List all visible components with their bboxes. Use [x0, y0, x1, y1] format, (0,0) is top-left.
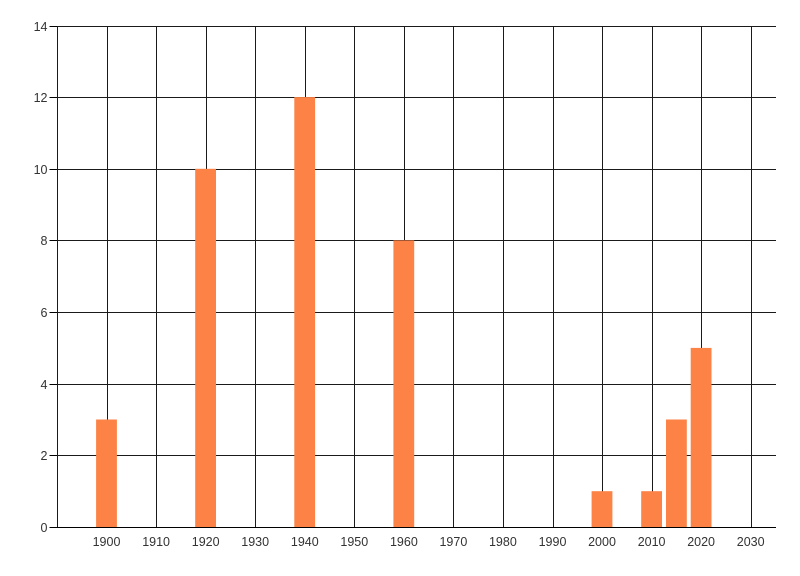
y-tick-label: 8: [41, 234, 48, 248]
x-tick-label: 1960: [390, 535, 418, 549]
bar-1940: [294, 97, 316, 527]
x-tick-label: 1970: [439, 535, 467, 549]
y-tick-label: 14: [34, 20, 48, 34]
bar-2020: [690, 347, 712, 527]
bar-1920: [195, 168, 216, 528]
y-tick-label: 4: [41, 378, 48, 392]
x-tick-label: 1920: [192, 535, 220, 549]
x-tick-label: 1940: [291, 535, 319, 549]
x-tick-label: 2020: [687, 535, 715, 549]
bar-2010: [641, 491, 662, 527]
bar-2000: [591, 491, 613, 527]
x-tick-label: 1980: [489, 535, 517, 549]
bar-1900: [96, 419, 117, 527]
x-tick-label: 2000: [588, 535, 616, 549]
x-tick-label: 2010: [638, 535, 666, 549]
y-tick-label: 2: [41, 449, 48, 463]
x-tick-label: 1930: [241, 535, 269, 549]
bar-2015: [666, 419, 687, 527]
x-tick-label: 1950: [340, 535, 368, 549]
y-tick-label: 10: [34, 163, 48, 177]
y-tick-label: 6: [41, 306, 48, 320]
y-tick-label: 0: [41, 521, 48, 535]
x-tick-label: 1910: [142, 535, 170, 549]
bar-1960: [393, 240, 415, 527]
x-tick-label: 2030: [737, 535, 765, 549]
y-tick-label: 12: [34, 91, 48, 105]
x-tick-label: 1990: [539, 535, 567, 549]
x-tick-label: 1900: [93, 535, 121, 549]
